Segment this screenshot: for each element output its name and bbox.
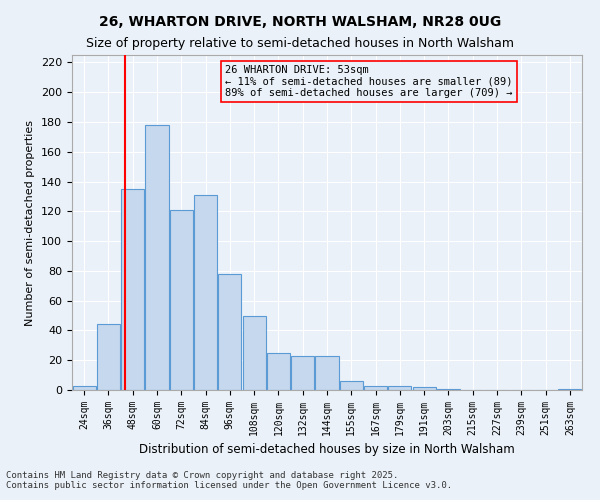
Bar bbox=[413, 387, 436, 390]
Bar bbox=[145, 125, 169, 390]
Text: 26, WHARTON DRIVE, NORTH WALSHAM, NR28 0UG: 26, WHARTON DRIVE, NORTH WALSHAM, NR28 0… bbox=[99, 15, 501, 29]
Bar bbox=[437, 388, 460, 390]
Bar bbox=[364, 386, 387, 390]
Bar bbox=[170, 210, 193, 390]
Bar bbox=[267, 353, 290, 390]
Bar bbox=[97, 324, 120, 390]
Bar bbox=[242, 316, 266, 390]
Bar bbox=[194, 195, 217, 390]
Text: Size of property relative to semi-detached houses in North Walsham: Size of property relative to semi-detach… bbox=[86, 38, 514, 51]
Text: 26 WHARTON DRIVE: 53sqm
← 11% of semi-detached houses are smaller (89)
89% of se: 26 WHARTON DRIVE: 53sqm ← 11% of semi-de… bbox=[225, 65, 512, 98]
Bar bbox=[316, 356, 338, 390]
Bar bbox=[291, 356, 314, 390]
Bar bbox=[218, 274, 241, 390]
Text: Contains HM Land Registry data © Crown copyright and database right 2025.
Contai: Contains HM Land Registry data © Crown c… bbox=[6, 470, 452, 490]
Bar bbox=[73, 386, 95, 390]
X-axis label: Distribution of semi-detached houses by size in North Walsham: Distribution of semi-detached houses by … bbox=[139, 444, 515, 456]
Bar bbox=[388, 386, 412, 390]
Y-axis label: Number of semi-detached properties: Number of semi-detached properties bbox=[25, 120, 35, 326]
Bar bbox=[559, 388, 581, 390]
Bar bbox=[340, 381, 363, 390]
Bar bbox=[121, 189, 144, 390]
